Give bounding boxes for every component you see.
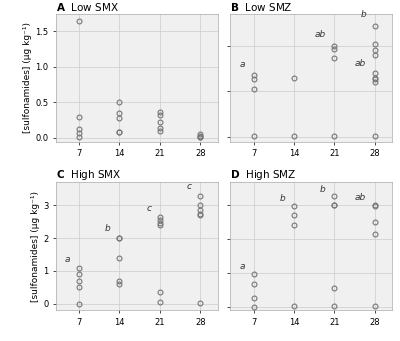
Text: ab: ab (355, 193, 366, 202)
Text: $\bf{A}$  Low SMX: $\bf{A}$ Low SMX (56, 1, 119, 13)
Text: a: a (239, 262, 245, 271)
Text: $\bf{D}$  High SMZ: $\bf{D}$ High SMZ (230, 168, 297, 182)
Y-axis label: [sulfonamides] (μg kg⁻¹): [sulfonamides] (μg kg⁻¹) (31, 191, 40, 302)
Y-axis label: [sulfonamides] (μg kg⁻¹): [sulfonamides] (μg kg⁻¹) (24, 22, 32, 133)
Text: b: b (280, 194, 285, 203)
Text: c: c (146, 204, 151, 212)
Text: b: b (320, 184, 326, 193)
Text: c: c (186, 182, 192, 191)
Text: b: b (105, 224, 111, 233)
Text: $\bf{C}$  High SMX: $\bf{C}$ High SMX (56, 168, 122, 182)
Text: a: a (65, 255, 70, 264)
Text: $\bf{B}$  Low SMZ: $\bf{B}$ Low SMZ (230, 1, 293, 13)
Text: ab: ab (314, 30, 326, 39)
Text: ab: ab (355, 59, 366, 69)
Text: a: a (239, 60, 245, 69)
Text: b: b (360, 10, 366, 19)
